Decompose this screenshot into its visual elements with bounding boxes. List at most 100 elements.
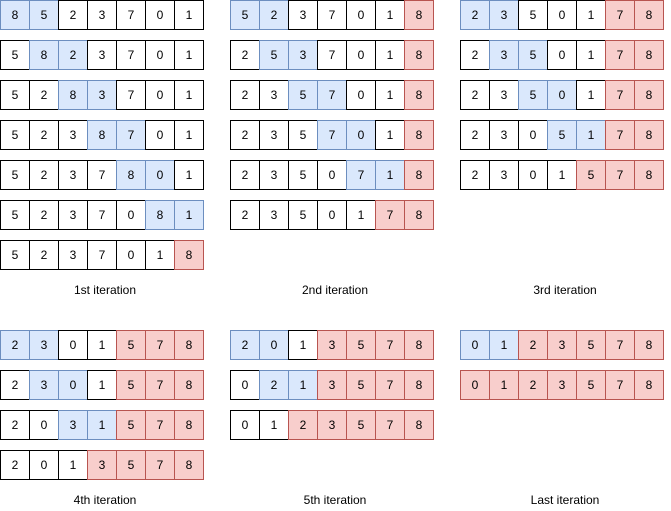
array-cell: 5 bbox=[0, 120, 30, 150]
sorted-cell: 7 bbox=[605, 120, 635, 150]
sorted-cell: 8 bbox=[404, 40, 434, 70]
array-cell: 3 bbox=[259, 80, 289, 110]
array-cell: 3 bbox=[489, 80, 519, 110]
array-cell: 7 bbox=[116, 0, 146, 30]
compared-cell: 8 bbox=[145, 200, 175, 230]
sorted-cell: 8 bbox=[404, 410, 434, 440]
sorted-cell: 8 bbox=[634, 0, 664, 30]
compared-cell: 0 bbox=[547, 80, 577, 110]
array-cell: 2 bbox=[58, 0, 88, 30]
compared-cell: 7 bbox=[116, 120, 146, 150]
sorted-cell: 7 bbox=[605, 370, 635, 400]
compared-cell: 2 bbox=[460, 0, 490, 30]
sorted-cell: 2 bbox=[518, 370, 548, 400]
compared-cell: 0 bbox=[346, 120, 376, 150]
compared-cell: 1 bbox=[375, 160, 405, 190]
array-cell: 0 bbox=[547, 0, 577, 30]
sorted-cell: 5 bbox=[576, 160, 606, 190]
sorted-cell: 7 bbox=[145, 330, 175, 360]
sorted-cell: 3 bbox=[317, 370, 347, 400]
array-cell: 0 bbox=[145, 40, 175, 70]
sorted-cell: 5 bbox=[116, 370, 146, 400]
array-cell: 2 bbox=[0, 370, 30, 400]
sorted-cell: 8 bbox=[634, 160, 664, 190]
compared-cell: 0 bbox=[259, 330, 289, 360]
sorted-cell: 8 bbox=[634, 120, 664, 150]
sorted-cell: 3 bbox=[547, 370, 577, 400]
array-cell: 0 bbox=[547, 40, 577, 70]
sorted-cell: 8 bbox=[634, 370, 664, 400]
sorted-cell: 5 bbox=[116, 450, 146, 480]
sorted-cell: 8 bbox=[404, 160, 434, 190]
sorted-cell: 7 bbox=[145, 370, 175, 400]
array-cell: 3 bbox=[259, 120, 289, 150]
array-cell: 0 bbox=[518, 120, 548, 150]
array-cell: 0 bbox=[116, 240, 146, 270]
compared-cell: 7 bbox=[346, 160, 376, 190]
array-cell: 1 bbox=[87, 330, 117, 360]
sorted-cell: 8 bbox=[174, 330, 204, 360]
sorted-cell: 3 bbox=[317, 410, 347, 440]
array-cell: 1 bbox=[174, 80, 204, 110]
compared-cell: 2 bbox=[58, 40, 88, 70]
array-cell: 1 bbox=[375, 0, 405, 30]
array-cell: 1 bbox=[576, 0, 606, 30]
sorted-cell: 2 bbox=[518, 330, 548, 360]
array-cell: 2 bbox=[460, 160, 490, 190]
array-cell: 3 bbox=[259, 200, 289, 230]
array-cell: 2 bbox=[0, 410, 30, 440]
array-cell: 0 bbox=[346, 40, 376, 70]
compared-cell: 3 bbox=[29, 330, 59, 360]
compared-cell: 8 bbox=[0, 0, 30, 30]
compared-cell: 1 bbox=[288, 370, 318, 400]
array-cell: 2 bbox=[230, 160, 260, 190]
sorted-cell: 7 bbox=[375, 330, 405, 360]
sorted-cell: 7 bbox=[375, 200, 405, 230]
array-cell: 7 bbox=[116, 80, 146, 110]
sorted-cell: 0 bbox=[460, 370, 490, 400]
iteration-caption: 4th iteration bbox=[73, 493, 137, 507]
array-cell: 3 bbox=[489, 120, 519, 150]
iteration-caption: 5th iteration bbox=[303, 493, 367, 507]
array-cell: 1 bbox=[375, 80, 405, 110]
array-cell: 3 bbox=[58, 240, 88, 270]
sorted-cell: 8 bbox=[404, 120, 434, 150]
array-cell: 2 bbox=[29, 200, 59, 230]
array-cell: 3 bbox=[259, 160, 289, 190]
array-cell: 1 bbox=[87, 370, 117, 400]
compared-cell: 3 bbox=[489, 40, 519, 70]
array-cell: 5 bbox=[0, 160, 30, 190]
array-cell: 1 bbox=[174, 160, 204, 190]
compared-cell: 5 bbox=[288, 80, 318, 110]
array-cell: 2 bbox=[460, 80, 490, 110]
compared-cell: 1 bbox=[87, 410, 117, 440]
compared-cell: 2 bbox=[230, 330, 260, 360]
array-cell: 1 bbox=[576, 80, 606, 110]
array-cell: 0 bbox=[230, 410, 260, 440]
sorted-cell: 7 bbox=[605, 40, 635, 70]
array-cell: 3 bbox=[58, 160, 88, 190]
array-cell: 0 bbox=[346, 80, 376, 110]
sorted-cell: 5 bbox=[576, 330, 606, 360]
array-cell: 2 bbox=[29, 240, 59, 270]
array-cell: 5 bbox=[0, 200, 30, 230]
sorted-cell: 8 bbox=[404, 0, 434, 30]
compared-cell: 8 bbox=[58, 80, 88, 110]
sorted-cell: 8 bbox=[404, 370, 434, 400]
array-cell: 0 bbox=[518, 160, 548, 190]
array-cell: 1 bbox=[259, 410, 289, 440]
array-cell: 3 bbox=[58, 200, 88, 230]
